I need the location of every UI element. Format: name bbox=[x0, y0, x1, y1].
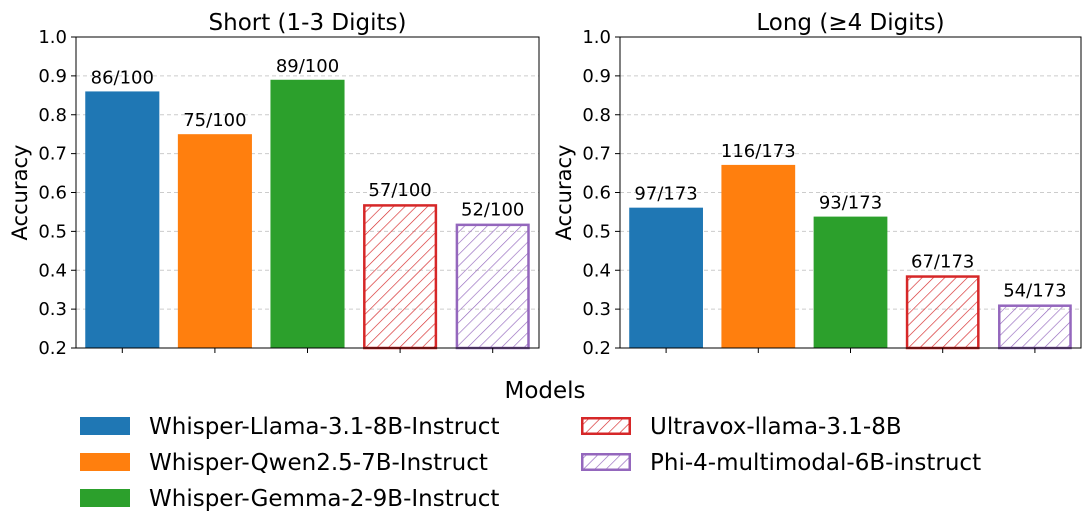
legend-label: Whisper-Llama-3.1-8B-Instruct bbox=[149, 414, 499, 440]
y-axis-label: Accuracy bbox=[8, 145, 32, 241]
bar-data-label: 75/100 bbox=[183, 110, 246, 131]
y-tick-label: 0.5 bbox=[582, 221, 611, 242]
y-tick-label: 0.8 bbox=[38, 105, 67, 126]
y-tick-label: 0.6 bbox=[38, 183, 67, 204]
bar-data-label: 57/100 bbox=[368, 180, 431, 201]
legend-label: Ultravox-llama-3.1-8B bbox=[650, 414, 902, 440]
legend-item: Whisper-Gemma-2-9B-Instruct bbox=[80, 486, 499, 512]
bar-data-label: 52/100 bbox=[461, 200, 524, 221]
y-tick-label: 0.6 bbox=[582, 183, 611, 204]
y-tick-label: 0.7 bbox=[38, 144, 67, 165]
legend-label: Phi-4-multimodal-6B-instruct bbox=[650, 450, 981, 476]
bar-data-label: 93/173 bbox=[819, 193, 882, 214]
y-tick-label: 0.4 bbox=[582, 260, 611, 281]
legend-item: Whisper-Qwen2.5-7B-Instruct bbox=[80, 450, 488, 476]
legend-swatch bbox=[80, 453, 130, 471]
bar-data-label: 67/173 bbox=[911, 251, 974, 272]
y-tick-label: 0.4 bbox=[38, 260, 67, 281]
legend-swatch bbox=[80, 417, 130, 435]
y-tick-label: 0.3 bbox=[38, 299, 67, 320]
y-tick-label: 1.0 bbox=[38, 27, 67, 48]
bar-ultravox-llama-3-1-8b bbox=[363, 204, 438, 350]
legend-item: Whisper-Llama-3.1-8B-Instruct bbox=[80, 414, 499, 440]
legend-swatch bbox=[581, 417, 631, 435]
x-axis-label: Models bbox=[504, 378, 585, 404]
panel-title: Long (≥4 Digits) bbox=[756, 10, 944, 36]
y-tick-label: 0.3 bbox=[582, 299, 611, 320]
bar-ultravox-llama-3-1-8b bbox=[905, 275, 980, 350]
y-tick-label: 0.8 bbox=[582, 105, 611, 126]
bar-data-label: 116/173 bbox=[721, 141, 796, 162]
legend-swatch bbox=[581, 453, 631, 471]
plot-frame bbox=[75, 36, 540, 349]
panel-title: Short (1-3 Digits) bbox=[209, 10, 407, 36]
legend-item: Phi-4-multimodal-6B-instruct bbox=[581, 450, 981, 476]
bar-phi-4-multimodal-6b-instruct bbox=[998, 304, 1072, 350]
y-tick-label: 0.2 bbox=[38, 338, 67, 359]
panel-2: 0.2 0.3 0.4 0.5 0.6 0.7 0.8 0.9 1.0 97/173 116/173… bbox=[552, 10, 1082, 359]
panel-1: 0.2 0.3 0.4 0.5 0.6 0.7 0.8 0.9 1.0 86/100 75/100 8… bbox=[8, 10, 540, 359]
bar-whisper-gemma-2-9b-instruct bbox=[270, 79, 345, 348]
bar-data-label: 54/173 bbox=[1003, 280, 1066, 301]
bar-whisper-gemma-2-9b-instruct bbox=[813, 216, 888, 348]
bar-whisper-qwen2-5-7b-instruct bbox=[721, 164, 796, 348]
plot-frame bbox=[619, 36, 1082, 349]
y-tick-label: 0.9 bbox=[582, 66, 611, 87]
y-axis-label: Accuracy bbox=[552, 145, 576, 241]
y-tick-label: 0.5 bbox=[38, 221, 67, 242]
legend-item: Ultravox-llama-3.1-8B bbox=[581, 414, 902, 440]
legend: Whisper-Llama-3.1-8B-Instruct Whisper-Qwe… bbox=[80, 414, 981, 512]
bar-data-label: 86/100 bbox=[91, 67, 154, 88]
y-tick-label: 1.0 bbox=[582, 27, 611, 48]
bar-whisper-llama-3-1-8b-instruct bbox=[85, 91, 160, 349]
bar-whisper-llama-3-1-8b-instruct bbox=[629, 207, 703, 348]
legend-label: Whisper-Gemma-2-9B-Instruct bbox=[149, 486, 499, 512]
y-tick-label: 0.2 bbox=[582, 338, 611, 359]
y-tick-label: 0.7 bbox=[582, 144, 611, 165]
legend-swatch bbox=[80, 489, 130, 507]
y-tick-label: 0.9 bbox=[38, 66, 67, 87]
bar-phi-4-multimodal-6b-instruct bbox=[455, 223, 530, 350]
legend-label: Whisper-Qwen2.5-7B-Instruct bbox=[149, 450, 488, 476]
bar-data-label: 97/173 bbox=[634, 184, 697, 205]
bar-whisper-qwen2-5-7b-instruct bbox=[177, 134, 252, 348]
bar-data-label: 89/100 bbox=[276, 56, 339, 77]
